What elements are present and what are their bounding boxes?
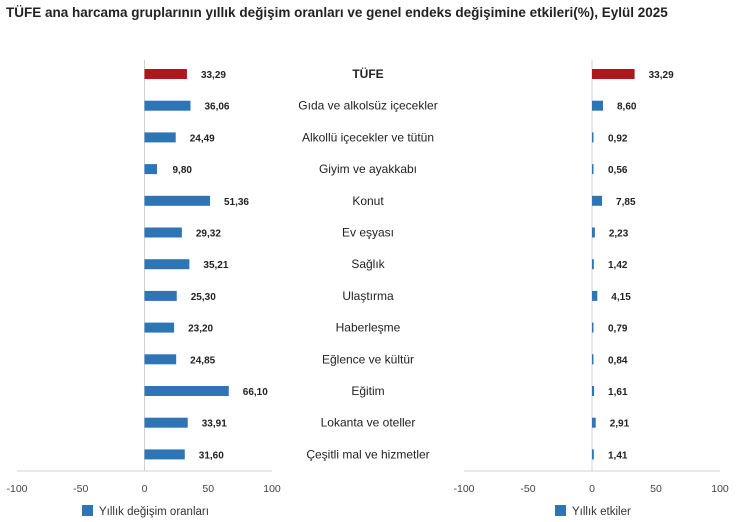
- category-label: TÜFE: [352, 66, 383, 81]
- left-bar: [144, 100, 191, 111]
- left-data-label: 35,21: [203, 260, 228, 271]
- right-data-label: 2,91: [610, 419, 630, 430]
- left-bar: [144, 417, 188, 428]
- left-data-label: 66,10: [243, 387, 268, 398]
- chart-title: TÜFE ana harcama gruplarının yıllık deği…: [6, 5, 668, 20]
- category-label: Konut: [352, 194, 384, 208]
- right-data-label: 0,79: [608, 324, 628, 335]
- category-label: Çeşitli mal ve hizmetler: [306, 447, 429, 461]
- left-data-label: 23,20: [188, 324, 213, 335]
- left-bar: [144, 164, 157, 175]
- left-bar: [144, 227, 182, 238]
- right-data-label: 0,92: [608, 133, 628, 144]
- left-bar: [144, 290, 177, 301]
- right-bar: [592, 132, 594, 143]
- left-data-label: 9,80: [173, 165, 193, 176]
- left-data-label: 25,30: [191, 292, 216, 303]
- category-label: Giyim ve ayakkabı: [319, 162, 417, 176]
- right-bar: [592, 227, 595, 238]
- left-bar: [144, 132, 176, 143]
- left-bar: [144, 259, 190, 270]
- right-data-label: 4,15: [611, 292, 631, 303]
- right-tick-label: 50: [650, 483, 662, 495]
- right-data-label: 33,29: [649, 70, 674, 81]
- left-data-label: 31,60: [199, 450, 224, 461]
- right-bar: [592, 195, 603, 206]
- right-legend-swatch: [555, 505, 566, 516]
- category-label: Eğitim: [351, 384, 384, 398]
- right-tick-label: 100: [711, 483, 729, 495]
- left-bar: [144, 322, 175, 333]
- category-label: Eğlence ve kültür: [322, 352, 414, 366]
- category-label: Lokanta ve oteller: [321, 416, 416, 430]
- right-tick-label: -50: [520, 483, 535, 495]
- right-data-label: 1,42: [608, 260, 628, 271]
- category-label: Ev eşyası: [342, 226, 394, 240]
- category-label: Ulaştırma: [342, 289, 394, 303]
- left-data-label: 33,91: [202, 419, 227, 430]
- right-bar: [592, 322, 594, 333]
- right-data-label: 0,56: [608, 165, 628, 176]
- category-label: Alkollü içecekler ve tütün: [302, 130, 434, 144]
- left-legend-swatch: [82, 505, 93, 516]
- left-data-label: 24,85: [190, 355, 215, 366]
- right-bar: [592, 386, 595, 396]
- right-data-label: 1,61: [608, 387, 628, 398]
- right-data-label: 8,60: [617, 102, 637, 113]
- left-bar: [144, 195, 210, 206]
- category-label: Gıda ve alkolsüz içecekler: [298, 99, 437, 113]
- right-data-label: 2,23: [609, 229, 629, 240]
- right-bar: [592, 290, 598, 301]
- left-tick-label: 0: [142, 483, 148, 495]
- left-tick-label: 50: [202, 483, 214, 495]
- left-tick-label: -50: [73, 483, 88, 495]
- left-bar: [144, 449, 185, 460]
- left-legend-label: Yıllık değişim oranları: [99, 506, 209, 518]
- right-tick-label: -100: [453, 483, 474, 495]
- left-tick-label: 100: [263, 483, 281, 495]
- left-bar: [144, 354, 177, 365]
- left-data-label: 33,29: [201, 70, 226, 81]
- category-label: Sağlık: [351, 257, 385, 271]
- left-data-label: 51,36: [224, 197, 249, 208]
- right-bar: [592, 69, 635, 79]
- right-bar: [592, 417, 596, 428]
- right-data-label: 7,85: [616, 197, 636, 208]
- right-legend-label: Yıllık etkiler: [572, 506, 631, 518]
- right-bar: [592, 259, 594, 270]
- right-data-label: 0,84: [608, 355, 628, 366]
- right-bar: [592, 354, 594, 365]
- left-tick-label: -100: [6, 483, 27, 495]
- left-data-label: 29,32: [196, 229, 221, 240]
- left-bar: [144, 386, 229, 396]
- right-bar: [592, 164, 594, 175]
- left-data-label: 24,49: [190, 133, 215, 144]
- right-bar: [592, 100, 604, 111]
- category-label: Haberleşme: [336, 321, 401, 335]
- left-bar: [144, 69, 187, 79]
- left-data-label: 36,06: [204, 102, 229, 113]
- right-tick-label: 0: [589, 483, 595, 495]
- right-bar: [592, 449, 594, 460]
- right-data-label: 1,41: [608, 450, 628, 461]
